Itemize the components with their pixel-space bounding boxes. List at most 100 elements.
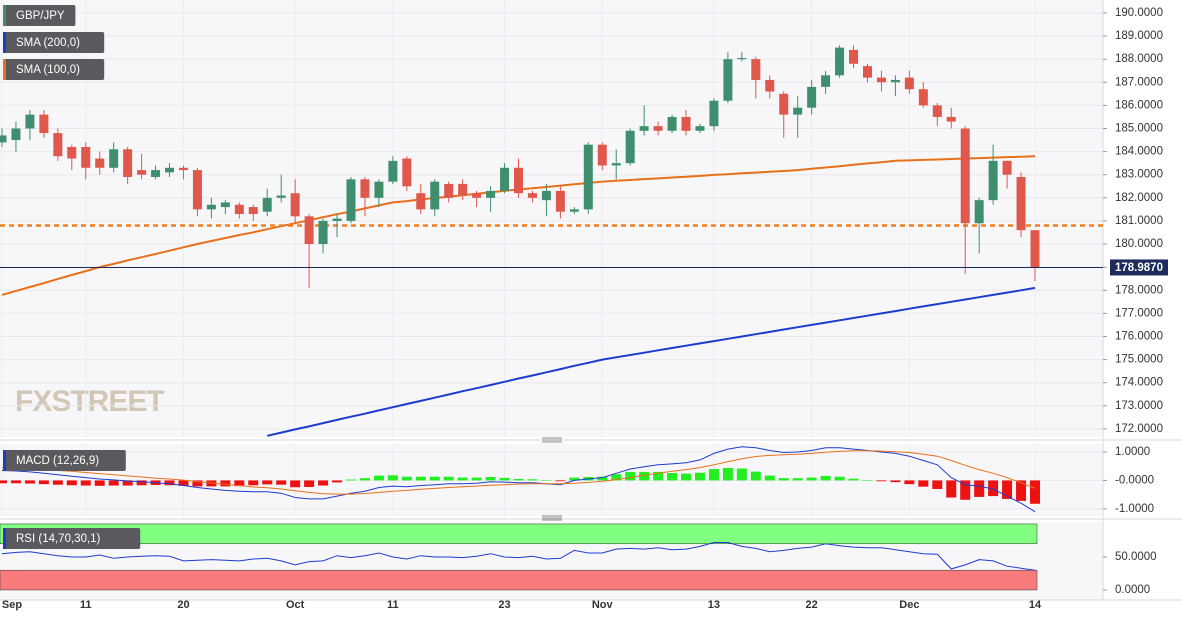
candle-body [123,149,133,178]
histogram-bar [234,480,245,487]
legend-label: SMA (200,0) [16,37,80,49]
histogram-bar [639,471,650,481]
candle-body [416,193,426,210]
histogram-bar [1002,480,1013,499]
resize-handle[interactable] [542,437,562,443]
histogram-bar [694,472,705,481]
candle-body [597,144,607,166]
y-tick-label: 172.0000 [1115,423,1163,435]
candle-body [876,77,886,83]
candle-body [472,193,482,198]
candle-body [555,190,565,212]
legend-swatch [3,528,6,549]
candle-body [67,146,77,159]
legend-swatch [3,59,6,80]
histogram-bar [736,468,747,481]
candle-body [988,160,998,201]
candle-body [639,126,649,131]
candle-body [1030,230,1040,268]
candle-body [192,170,202,210]
y-tick-label: 189.0000 [1115,30,1163,42]
legend-box [3,32,105,53]
x-tick-label: 14 [1029,599,1042,611]
candle-body [569,209,579,212]
candle-body [625,130,635,164]
candle-body [541,190,551,201]
histogram-bar [373,475,384,481]
x-tick-label: 20 [177,599,189,611]
legend-box [3,528,141,549]
histogram-bar [722,467,733,481]
histogram-bar [541,480,552,481]
candle-body [765,79,775,92]
legend-label: RSI (14,70,30,1) [16,533,101,545]
y-tick-label: 185.0000 [1115,123,1163,135]
candle-body [151,170,161,178]
y-tick-label: 184.0000 [1115,146,1163,158]
histogram-bar [946,480,957,498]
candle-body [737,58,747,60]
histogram-bar [429,476,440,481]
candle-body [709,100,719,127]
candle-body [109,149,119,168]
histogram-bar [988,480,999,497]
histogram-bar [290,480,301,488]
y-tick-label: -0.0000 [1115,474,1154,486]
candle-body [165,167,175,173]
y-tick-label: 187.0000 [1115,76,1163,88]
candle-body [849,49,859,64]
y-tick-label: 188.0000 [1115,53,1163,65]
y-tick-label: 190.0000 [1115,7,1163,19]
legend-item: SMA (100,0) [3,59,105,80]
histogram-bar [136,480,147,486]
candle-body [458,183,468,196]
histogram-bar [485,477,496,481]
candle-body [904,77,914,90]
histogram-bar [653,471,664,481]
legend-swatch [3,32,6,53]
legend-box [3,450,126,471]
histogram-bar [262,480,273,485]
candle-body [304,216,314,245]
candle-body [1016,177,1026,231]
candle-body [290,193,300,217]
candle-body [25,114,35,129]
histogram-bar [332,480,343,483]
candle-body [430,181,440,210]
histogram-bar [443,476,454,481]
y-tick-label: 1.0000 [1115,446,1150,458]
histogram-bar [345,479,356,481]
x-tick-label: 11 [80,599,92,611]
candle-body [681,116,691,131]
histogram-bar [820,475,831,481]
histogram-bar [848,478,859,481]
last-price-label: 178.9870 [1115,262,1163,274]
oversold-band [0,569,1038,591]
indicator-line [1,450,1036,495]
candle-body [95,158,105,168]
legend-item: SMA (200,0) [3,32,105,53]
histogram-bar [10,480,21,484]
y-tick-label: 177.0000 [1115,307,1163,319]
histogram-bar [960,480,971,500]
candle-body [276,195,286,198]
candle-body [248,207,258,214]
candle-body [39,114,49,134]
candle-body [918,89,928,106]
resize-handle[interactable] [542,515,562,521]
legend-item: MACD (12,26,9) [3,450,126,471]
candle-body [444,183,454,198]
candle-body [653,126,663,131]
histogram-bar [667,473,678,481]
y-tick-label: 182.0000 [1115,192,1163,204]
histogram-bar [792,478,803,481]
histogram-bar [876,480,887,482]
candle-body [695,126,705,131]
x-tick-label: 11 [387,599,399,611]
y-tick-label: 174.0000 [1115,377,1163,389]
candle-body [821,75,831,87]
y-tick-label: 180.0000 [1115,238,1163,250]
legend-label: SMA (100,0) [16,64,80,76]
histogram-bar [359,478,370,481]
indicator-line [1,446,1036,513]
